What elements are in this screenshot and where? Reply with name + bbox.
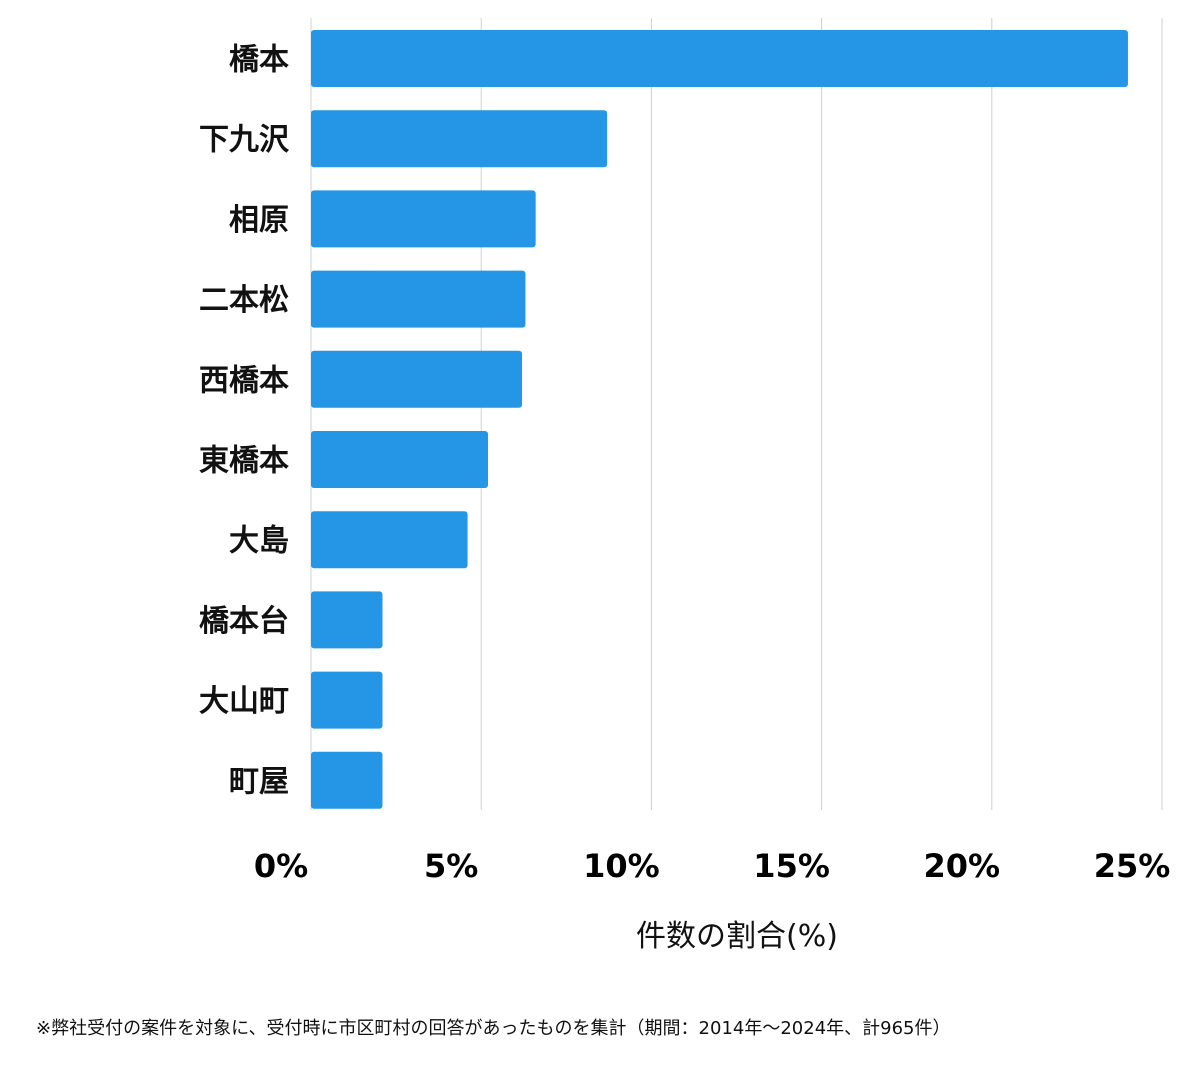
category-label: 橋本台 <box>199 604 289 639</box>
bar <box>311 350 523 408</box>
category-label: 大島 <box>229 524 289 559</box>
x-tick-label: 10% <box>583 847 660 885</box>
category-label: 下九沢 <box>199 123 290 158</box>
bar <box>311 190 536 248</box>
bar <box>311 30 1128 87</box>
category-label: 橋本 <box>229 43 289 78</box>
x-tick-label: 0% <box>254 847 308 885</box>
x-tick-labels: 0% 5% 10% 15% 20% 25% <box>254 847 1170 885</box>
bar <box>311 431 489 488</box>
x-tick-label: 25% <box>1094 847 1171 885</box>
category-label: 二本松 <box>199 283 289 318</box>
category-label: 相原 <box>229 203 289 238</box>
x-tick-label: 5% <box>424 847 478 885</box>
bars <box>311 30 1128 809</box>
bar <box>311 671 383 729</box>
category-label: 大山町 <box>199 684 289 719</box>
x-tick-label: 20% <box>924 847 1001 885</box>
category-label: 町屋 <box>229 764 289 799</box>
bar <box>311 751 383 809</box>
x-tick-label: 15% <box>753 847 830 885</box>
bar <box>311 270 526 328</box>
bar <box>311 591 383 649</box>
category-label: 東橋本 <box>199 444 289 479</box>
bar <box>311 511 468 569</box>
footnote: ※弊社受付の案件を対象に、受付時に市区町村の回答があったものを集計（期間：201… <box>36 1018 951 1039</box>
category-label: 西橋本 <box>199 363 289 398</box>
x-axis-title: 件数の割合(%) <box>636 919 838 954</box>
bar <box>311 110 608 168</box>
